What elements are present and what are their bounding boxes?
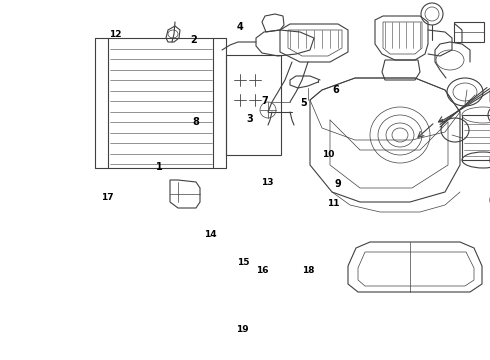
Text: 15: 15 [237, 258, 250, 266]
Text: 9: 9 [335, 179, 342, 189]
Text: 18: 18 [302, 266, 315, 275]
Text: 14: 14 [204, 230, 217, 239]
Text: 1: 1 [156, 162, 163, 172]
Bar [108, 38, 213, 168]
Text: 13: 13 [261, 179, 273, 188]
Text: 3: 3 [246, 114, 253, 124]
Bar [462, 115, 490, 160]
Text: 6: 6 [332, 85, 339, 95]
Text: 7: 7 [261, 96, 268, 106]
Text: 16: 16 [256, 266, 269, 275]
Bar [226, 55, 281, 155]
Text: 19: 19 [236, 325, 249, 334]
Text: 5: 5 [300, 98, 307, 108]
Text: 4: 4 [237, 22, 244, 32]
Text: 11: 11 [327, 199, 340, 208]
Text: 12: 12 [109, 30, 122, 39]
Text: 10: 10 [322, 150, 335, 159]
Text: 2: 2 [190, 35, 197, 45]
Text: 17: 17 [101, 193, 114, 202]
Text: 8: 8 [193, 117, 199, 127]
Bar [454, 22, 484, 42]
